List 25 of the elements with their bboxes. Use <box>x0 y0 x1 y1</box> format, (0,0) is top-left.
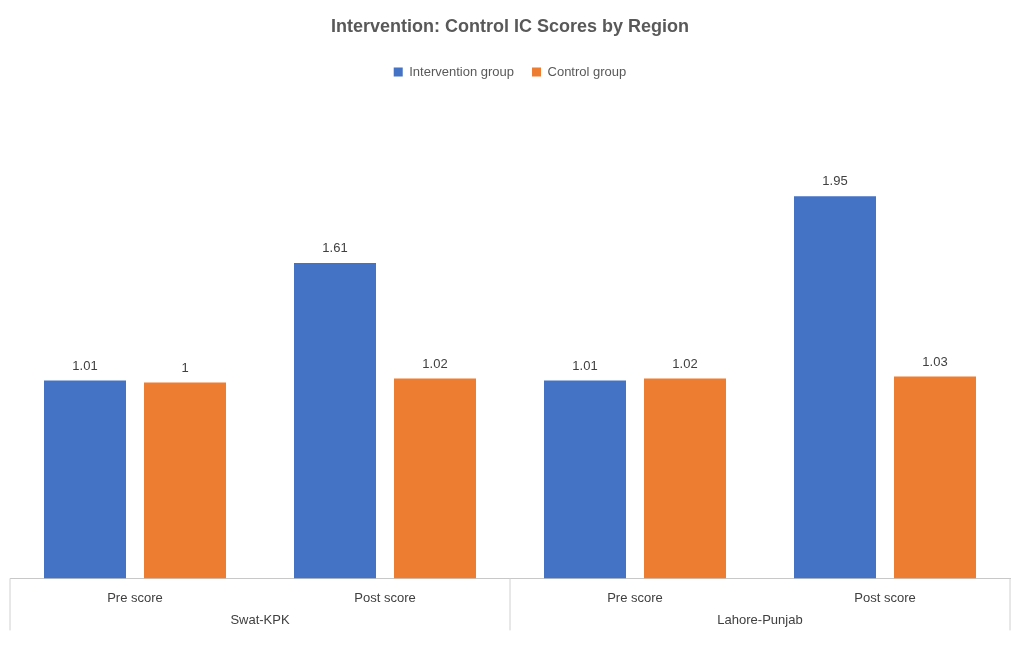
x-tick-label: Post score <box>854 589 916 605</box>
legend-label: Control group <box>547 63 627 79</box>
x-tick-label: Post score <box>354 589 416 605</box>
bar <box>294 262 376 579</box>
text: Swat-KPK <box>230 611 290 627</box>
bar <box>644 378 726 579</box>
data-label: 1.03 <box>922 353 948 369</box>
data-label: 1.01 <box>72 357 98 373</box>
bar <box>894 376 976 579</box>
text: Lahore-Punjab <box>717 611 803 627</box>
chart-title: Intervention: Control IC Scores by Region <box>330 15 690 36</box>
legend-label: Intervention group <box>409 63 515 79</box>
data-label: 1.95 <box>822 173 848 189</box>
bar <box>394 378 476 579</box>
data-label: 1.02 <box>672 355 698 371</box>
x-tick-label: Pre score <box>107 589 163 605</box>
data-label: 1.01 <box>572 357 598 373</box>
x-tick-label: Pre score <box>607 589 663 605</box>
bar <box>544 380 626 579</box>
bar <box>794 196 876 579</box>
bar <box>144 382 226 579</box>
data-label: 1.61 <box>322 240 348 256</box>
bar <box>44 380 126 579</box>
data-label: 1.02 <box>422 355 448 371</box>
data-label: 1 <box>181 359 189 375</box>
